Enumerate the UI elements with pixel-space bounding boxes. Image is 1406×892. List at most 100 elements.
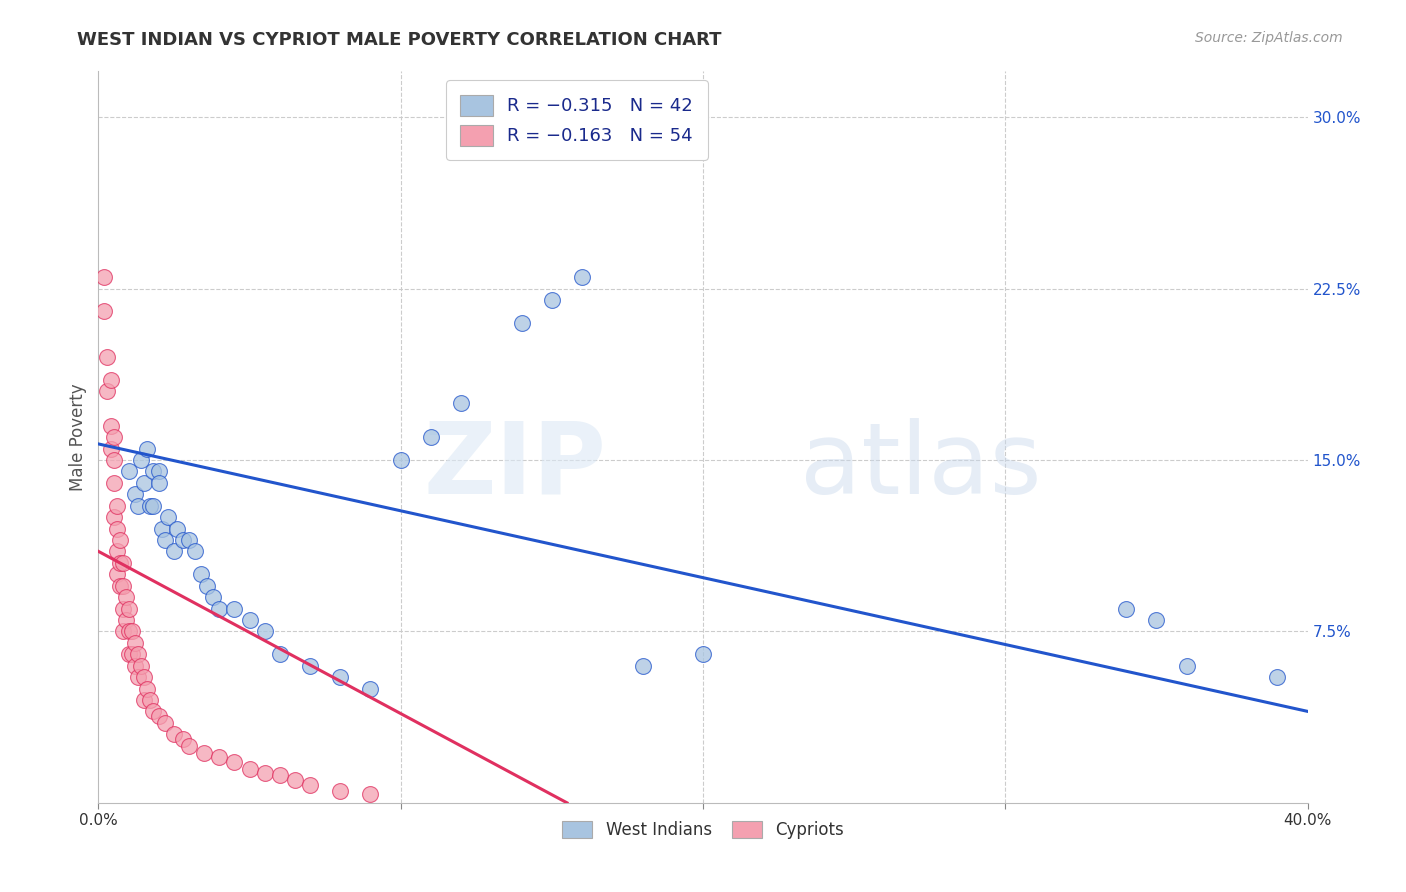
Point (253, 766, 276, 780)
Text: atlas: atlas (800, 417, 1042, 515)
Text: Source: ZipAtlas.com: Source: ZipAtlas.com (1195, 31, 1343, 45)
Point (692, 647, 714, 661)
Point (135, 681, 157, 696)
Point (360, 787, 382, 801)
Point (329, 784, 352, 798)
Point (239, 613, 262, 627)
Legend: West Indians, Cypriots: West Indians, Cypriots (555, 814, 851, 846)
Point (179, 739, 201, 753)
Point (108, 556, 131, 570)
Point (510, 316, 533, 330)
Point (156, 510, 179, 524)
Point (163, 727, 186, 741)
Text: WEST INDIAN VS CYPRIOT MALE POVERTY CORRELATION CHART: WEST INDIAN VS CYPRIOT MALE POVERTY CORR… (77, 31, 721, 49)
Point (239, 762, 262, 776)
Point (108, 533, 131, 547)
Point (100, 418, 122, 433)
Point (93, 304, 115, 318)
Point (105, 567, 128, 582)
Point (111, 601, 134, 615)
Point (299, 778, 322, 792)
Point (540, 293, 562, 307)
Point (118, 464, 141, 478)
Point (93, 270, 115, 285)
Point (1115, 601, 1137, 615)
Point (208, 601, 231, 615)
Point (124, 487, 146, 501)
Point (1175, 658, 1198, 673)
Point (142, 705, 165, 719)
Point (118, 647, 141, 661)
Point (96, 350, 118, 364)
Point (360, 681, 382, 696)
Point (269, 647, 291, 661)
Point (193, 746, 215, 760)
Point (172, 533, 194, 547)
Point (299, 658, 322, 673)
Point (121, 647, 143, 661)
Point (269, 768, 291, 782)
Point (103, 430, 125, 444)
Point (114, 590, 136, 604)
Point (420, 430, 443, 444)
Point (202, 590, 225, 604)
Point (100, 373, 122, 387)
Point (224, 601, 246, 615)
Point (132, 475, 155, 490)
Point (195, 579, 218, 593)
Point (150, 521, 173, 535)
Point (179, 533, 201, 547)
Point (127, 647, 149, 661)
Point (121, 624, 143, 639)
Point (129, 658, 152, 673)
Point (127, 670, 149, 684)
Point (124, 636, 146, 650)
Point (105, 499, 128, 513)
Point (224, 755, 246, 769)
Point (129, 453, 152, 467)
Point (190, 567, 212, 582)
Point (108, 579, 131, 593)
Point (1144, 613, 1167, 627)
Point (148, 709, 170, 723)
Point (148, 464, 170, 478)
Point (124, 658, 146, 673)
Point (163, 544, 186, 558)
Point (142, 499, 165, 513)
Point (127, 499, 149, 513)
Point (132, 693, 155, 707)
Point (135, 442, 157, 456)
Point (148, 475, 170, 490)
Point (132, 670, 155, 684)
Point (253, 624, 276, 639)
Point (153, 533, 176, 547)
Y-axis label: Male Poverty: Male Poverty (69, 384, 87, 491)
Point (284, 772, 307, 787)
Text: ZIP: ZIP (423, 417, 606, 515)
Point (389, 453, 412, 467)
Point (111, 579, 134, 593)
Point (96, 384, 118, 399)
Point (139, 693, 162, 707)
Point (103, 510, 125, 524)
Point (118, 601, 141, 615)
Point (329, 670, 352, 684)
Point (153, 715, 176, 730)
Point (105, 521, 128, 535)
Point (172, 731, 194, 746)
Point (111, 556, 134, 570)
Point (103, 475, 125, 490)
Point (118, 624, 141, 639)
Point (105, 544, 128, 558)
Point (1267, 670, 1289, 684)
Point (111, 624, 134, 639)
Point (166, 521, 188, 535)
Point (184, 544, 207, 558)
Point (103, 453, 125, 467)
Point (571, 270, 593, 285)
Point (139, 499, 162, 513)
Point (114, 613, 136, 627)
Point (450, 396, 472, 410)
Point (100, 442, 122, 456)
Point (631, 658, 654, 673)
